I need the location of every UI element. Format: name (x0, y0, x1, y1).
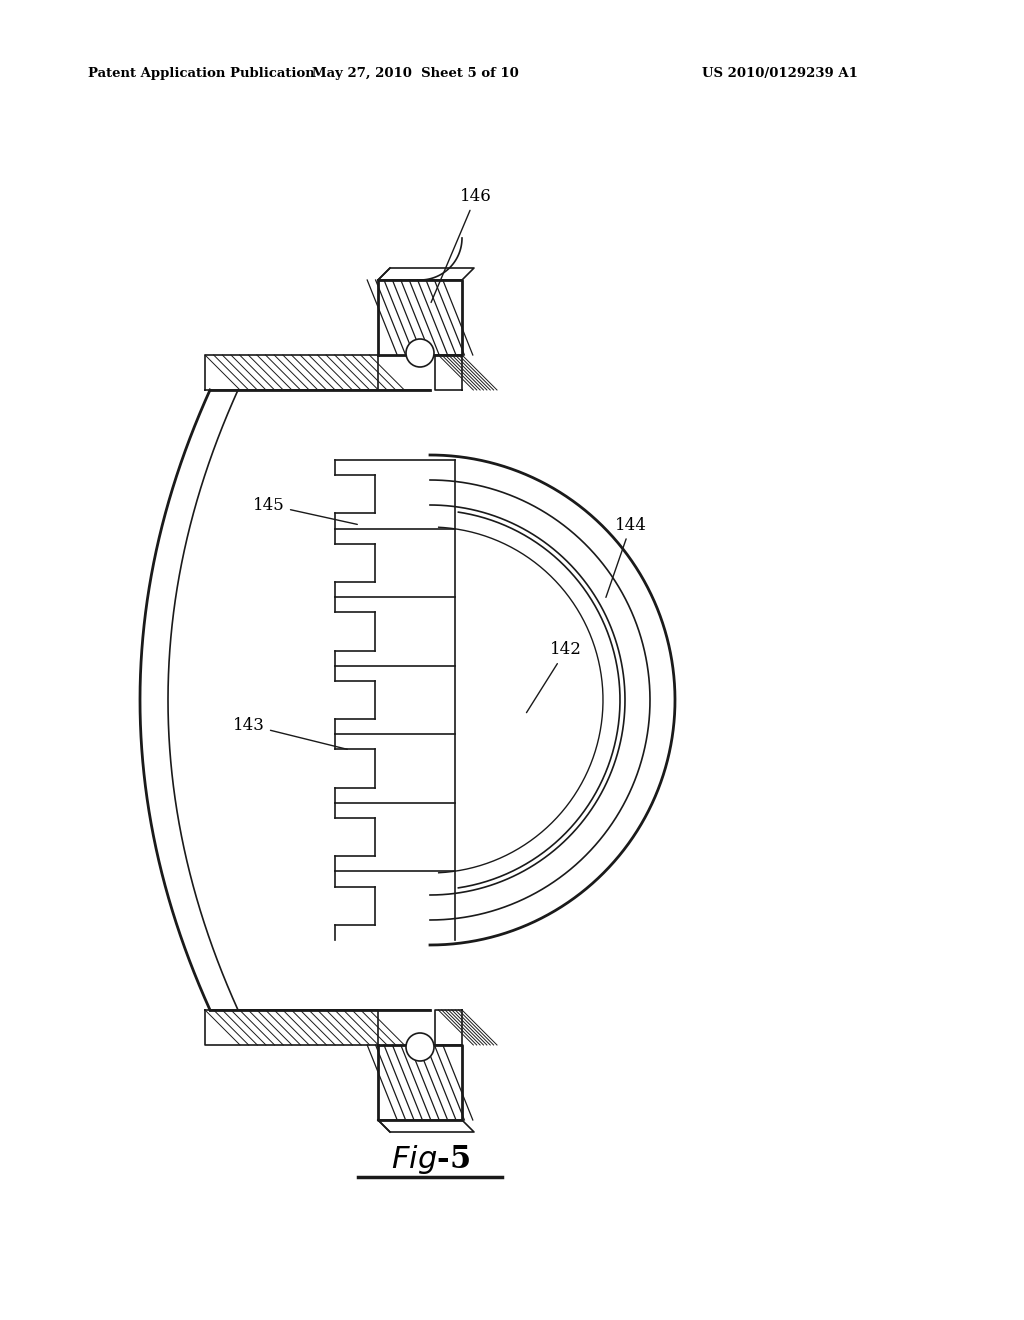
Circle shape (406, 1034, 434, 1061)
Text: 142: 142 (526, 642, 582, 713)
Text: 145: 145 (253, 496, 357, 524)
Text: May 27, 2010  Sheet 5 of 10: May 27, 2010 Sheet 5 of 10 (311, 66, 518, 79)
Text: 144: 144 (606, 516, 647, 598)
Text: US 2010/0129239 A1: US 2010/0129239 A1 (702, 66, 858, 79)
Text: 146: 146 (431, 187, 492, 302)
Text: Patent Application Publication: Patent Application Publication (88, 66, 314, 79)
Text: 143: 143 (233, 717, 347, 750)
Circle shape (406, 339, 434, 367)
Text: $\it{Fig}$-5: $\it{Fig}$-5 (390, 1143, 469, 1176)
